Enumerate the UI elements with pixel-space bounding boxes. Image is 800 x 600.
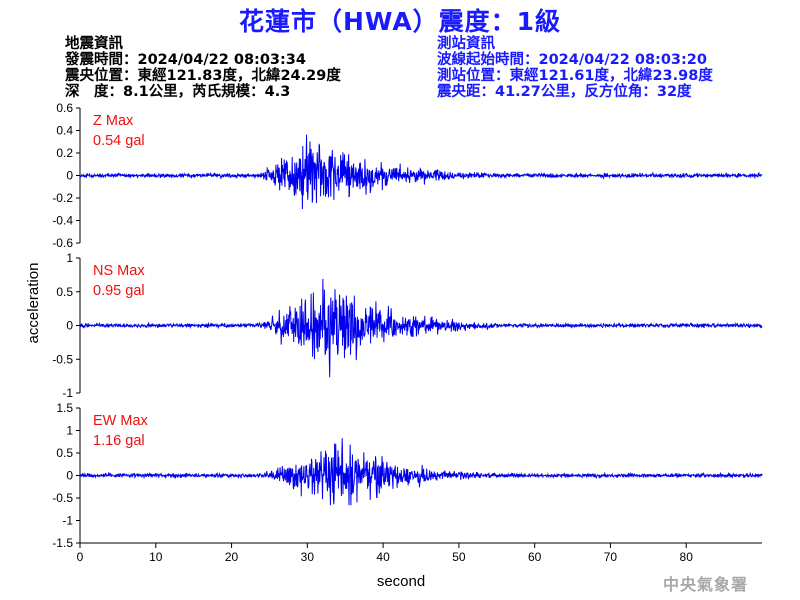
epicenter-location: 震央位置：東經121.83度，北緯24.29度 (65, 68, 341, 84)
y-tick-label: 0.2 (56, 146, 73, 160)
station-info-heading: 測站資訊 (437, 36, 495, 52)
x-tick-label: 70 (604, 550, 618, 564)
wave-start-time: 波線起始時間：2024/04/22 08:03:20 (437, 52, 707, 68)
y-tick-label: 1.5 (56, 401, 73, 415)
y-tick-label: 0 (66, 169, 73, 183)
max-label-ew: EW Max (93, 413, 149, 429)
waveform-ew (79, 438, 763, 506)
y-tick-label: 1 (66, 424, 73, 438)
x-tick-label: 60 (528, 550, 542, 564)
y-tick-label: -0.5 (52, 352, 73, 366)
max-label-z: Z Max (93, 113, 134, 129)
y-axis-title: acceleration (25, 263, 42, 344)
waveform-ns (79, 278, 763, 378)
y-tick-label: 0.6 (56, 101, 73, 115)
y-tick-label: -0.6 (52, 236, 73, 250)
y-tick-label: 0 (66, 469, 73, 483)
x-tick-label: 20 (225, 550, 239, 564)
x-axis-title: second (377, 573, 425, 590)
max-value-ew: 1.16 gal (93, 433, 145, 449)
earthquake-info: 地震資訊 發震時間：2024/04/22 08:03:34 震央位置：東經121… (65, 36, 341, 100)
station-location: 測站位置：東經121.61度，北緯23.98度 (437, 68, 713, 84)
y-tick-label: 0 (66, 319, 73, 333)
epicentral-distance: 震央距：41.27公里，反方位角：32度 (437, 84, 692, 100)
y-tick-label: -0.5 (52, 491, 73, 505)
y-tick-label: -1 (62, 514, 73, 528)
depth-magnitude: 深 度：8.1公里，芮氏規模：4.3 (65, 84, 291, 100)
page-title: 花蓮市（HWA）震度：1級 (238, 7, 562, 36)
quake-time: 發震時間：2024/04/22 08:03:34 (65, 52, 306, 68)
max-value-z: 0.54 gal (93, 133, 145, 149)
station-info: 測站資訊 波線起始時間：2024/04/22 08:03:20 測站位置：東經1… (437, 36, 713, 100)
y-tick-label: -1 (62, 386, 73, 400)
y-tick-label: 0.4 (56, 124, 73, 138)
y-tick-label: -0.4 (52, 214, 73, 228)
y-tick-label: -1.5 (52, 536, 73, 550)
y-tick-label: 0.5 (56, 446, 73, 460)
x-tick-label: 30 (301, 550, 315, 564)
quake-info-heading: 地震資訊 (65, 36, 123, 52)
max-value-ns: 0.95 gal (93, 283, 145, 299)
y-tick-label: 0.5 (56, 285, 73, 299)
x-tick-label: 40 (376, 550, 390, 564)
x-tick-label: 50 (452, 550, 466, 564)
x-tick-label: 0 (77, 550, 84, 564)
y-tick-label: 1 (66, 251, 73, 265)
x-tick-label: 10 (149, 550, 163, 564)
y-tick-label: -0.2 (52, 191, 73, 205)
x-tick-label: 80 (680, 550, 694, 564)
agency-watermark: 中央氣象署 (662, 575, 748, 594)
waveform-z (79, 134, 763, 210)
max-label-ns: NS Max (93, 263, 145, 279)
